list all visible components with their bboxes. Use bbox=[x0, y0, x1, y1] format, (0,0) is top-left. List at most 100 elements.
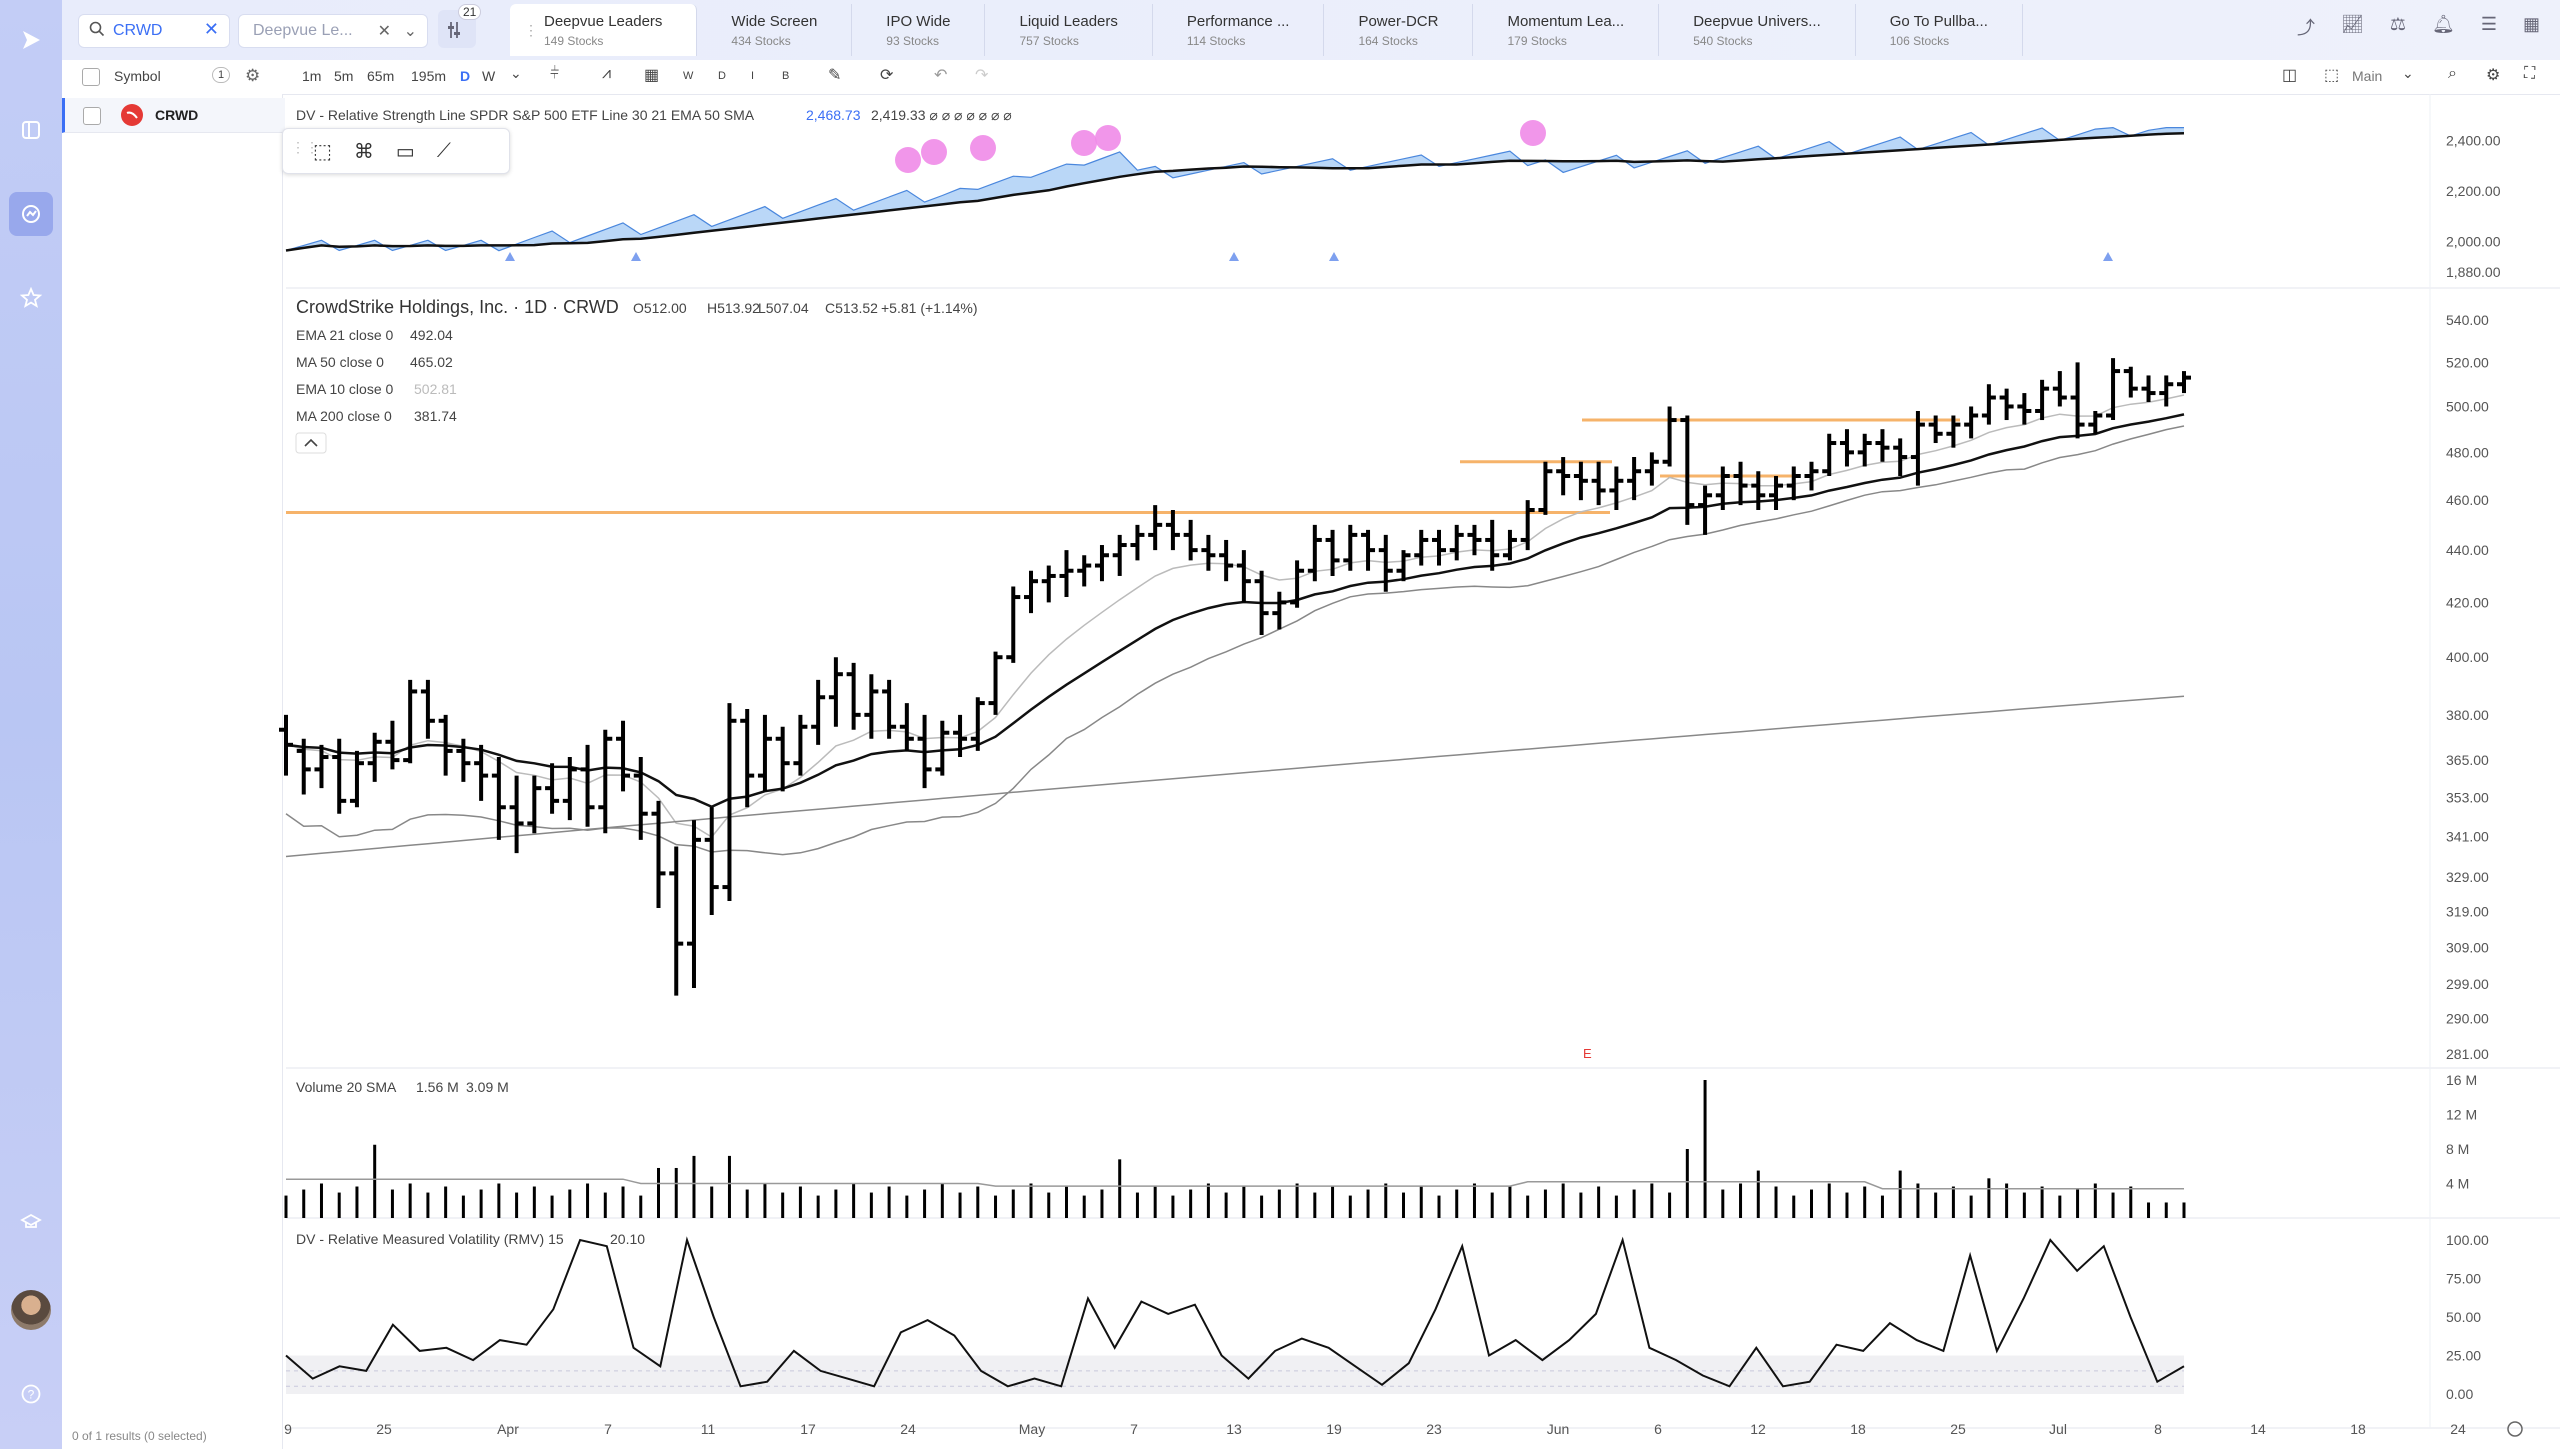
bell-icon[interactable]: 🔔︎ bbox=[2431, 14, 2455, 34]
rs-tick-label: 2,000.00 bbox=[2446, 234, 2501, 250]
rs-line-title: DV - Relative Strength Line SPDR S&P 500… bbox=[296, 107, 755, 123]
tab-stock-count: 540 Stocks bbox=[1693, 33, 1753, 48]
logo-play-icon[interactable] bbox=[9, 18, 53, 62]
undo-icon[interactable]: ↶ bbox=[934, 67, 948, 84]
x-tick-label: 17 bbox=[800, 1421, 816, 1437]
rmv-tick-label: 100.00 bbox=[2446, 1232, 2489, 1248]
rmv-tick-label: 25.00 bbox=[2446, 1348, 2481, 1364]
tab-3[interactable]: Liquid Leaders 757 Stocks bbox=[985, 4, 1153, 56]
collapse-legend-button[interactable] bbox=[295, 432, 327, 454]
tab-2[interactable]: IPO Wide 93 Stocks bbox=[852, 4, 986, 56]
x-tick-label: May bbox=[1019, 1421, 1045, 1437]
compare-icon[interactable]: ⚖︎ bbox=[2389, 14, 2406, 34]
layout-chevron-down-icon[interactable]: ⌄ bbox=[2402, 65, 2414, 81]
timeframe-195m[interactable]: 195m bbox=[411, 68, 447, 84]
layout-icon[interactable]: ◫ bbox=[2282, 67, 2298, 84]
indicator-legend-label: MA 200 close 0 bbox=[296, 408, 392, 424]
price-tick-label: 520.00 bbox=[2446, 354, 2489, 370]
x-tick-label: 19 bbox=[1326, 1421, 1342, 1437]
chart-type-icon[interactable]: ⩘ bbox=[602, 65, 612, 82]
symbol-row[interactable]: CRWD bbox=[62, 98, 285, 133]
rmv-tick-label: 75.00 bbox=[2446, 1271, 2481, 1287]
rectangle-tool-icon[interactable]: ⬚ bbox=[313, 140, 332, 163]
settings-gear-icon[interactable]: ⚙ bbox=[2486, 67, 2501, 84]
tab-5[interactable]: Power-DCR 164 Stocks bbox=[1324, 4, 1474, 56]
grid-view-icon[interactable]: ▦ bbox=[2522, 14, 2540, 34]
star-icon[interactable] bbox=[9, 276, 53, 320]
list-view-icon[interactable]: ☰ bbox=[2480, 14, 2497, 34]
indicators-icon[interactable]: ⫩ bbox=[550, 65, 560, 82]
x-tick-label: Jul bbox=[2049, 1421, 2067, 1437]
clear-search-icon[interactable]: ✕ bbox=[203, 19, 219, 39]
graduation-cap-icon[interactable] bbox=[9, 1200, 53, 1244]
timeframe-65m[interactable]: 65m bbox=[367, 68, 395, 84]
rmv-tick-label: 50.00 bbox=[2446, 1309, 2481, 1325]
drag-handle-icon[interactable]: ⋮⋮ bbox=[291, 139, 319, 155]
mini-tab-w[interactable]: W bbox=[683, 70, 694, 82]
rs-new-high-dot bbox=[1071, 130, 1097, 156]
mini-tab-b[interactable]: B bbox=[782, 70, 790, 82]
axis-settings-gear-icon[interactable] bbox=[2507, 1421, 2523, 1437]
timeframe-1m[interactable]: 1m bbox=[302, 68, 322, 84]
timeframe-daily[interactable]: D bbox=[460, 68, 471, 84]
share-icon[interactable]: ⤴ bbox=[2296, 18, 2315, 38]
tab-title: Performance ... bbox=[1186, 12, 1290, 30]
list-settings-gear-icon[interactable]: ⚙ bbox=[245, 66, 261, 85]
open-value: O512.00 bbox=[633, 300, 687, 316]
watchlist-select[interactable]: Deepvue Le... ✕ ⌄ bbox=[238, 14, 428, 48]
tab-1[interactable]: Wide Screen 434 Stocks bbox=[697, 4, 853, 56]
tab-title: Wide Screen bbox=[731, 12, 818, 30]
ema-21-line bbox=[285, 413, 2185, 809]
layout-name[interactable]: Main bbox=[2352, 68, 2383, 84]
dashboard-icon[interactable] bbox=[9, 108, 53, 152]
rs-marker-triangle bbox=[505, 252, 515, 261]
refresh-icon[interactable]: ⟳ bbox=[880, 67, 894, 84]
volume-sma-line bbox=[286, 1178, 2184, 1190]
tab-0[interactable]: ⋮ Deepvue Leaders 149 Stocks bbox=[510, 4, 698, 56]
help-icon[interactable]: ? bbox=[9, 1372, 53, 1416]
trendline-tool-icon[interactable]: ⟋ bbox=[436, 139, 451, 162]
tab-title: Liquid Leaders bbox=[1019, 12, 1118, 30]
tab-title: IPO Wide bbox=[886, 12, 951, 30]
comment-tool-icon[interactable]: ▭ bbox=[395, 140, 415, 163]
save-layout-icon[interactable]: ⬚ bbox=[2324, 67, 2340, 84]
x-tick-label: 18 bbox=[1850, 1421, 1866, 1437]
charts-icon[interactable] bbox=[9, 192, 53, 236]
mini-tab-i[interactable]: I bbox=[751, 70, 755, 82]
rmv-line bbox=[285, 1236, 2185, 1388]
tab-6[interactable]: Momentum Lea... 179 Stocks bbox=[1473, 4, 1660, 56]
chevron-down-icon[interactable]: ⌄ bbox=[403, 23, 417, 40]
user-avatar[interactable] bbox=[11, 1290, 51, 1330]
tab-stock-count: 106 Stocks bbox=[1889, 33, 1950, 48]
rmv-title: DV - Relative Measured Volatility (RMV) … bbox=[296, 1231, 564, 1247]
tab-7[interactable]: Deepvue Univers... 540 Stocks bbox=[1659, 4, 1856, 56]
line-chart-icon[interactable]: 📈︎ bbox=[2340, 14, 2364, 34]
zoom-icon[interactable]: ⌕ bbox=[2448, 65, 2457, 82]
change-value: +5.81 (+1.14%) bbox=[881, 300, 978, 316]
fullscreen-icon[interactable]: ⛶ bbox=[2524, 65, 2536, 82]
filter-button[interactable]: 21 bbox=[438, 4, 482, 48]
tab-8[interactable]: Go To Pullba... 106 Stocks bbox=[1856, 4, 2023, 56]
timeframe-weekly[interactable]: W bbox=[482, 68, 496, 84]
symbol-count-badge: 1 bbox=[212, 67, 231, 83]
draw-pen-icon[interactable]: ✎ bbox=[828, 67, 842, 84]
search-icon bbox=[89, 21, 105, 42]
symbol-search-input[interactable]: CRWD ✕ bbox=[78, 14, 230, 48]
timeframe-5m[interactable]: 5m bbox=[334, 68, 354, 84]
candles-tool-icon[interactable]: ⌘ bbox=[353, 140, 374, 163]
select-all-checkbox[interactable] bbox=[82, 68, 100, 86]
layout-grid-icon[interactable]: ▦ bbox=[644, 67, 660, 84]
tab-drag-handle-icon[interactable]: ⋮ bbox=[524, 22, 538, 38]
price-tick-label: 299.00 bbox=[2446, 976, 2489, 992]
tab-4[interactable]: Performance ... 114 Stocks bbox=[1153, 4, 1325, 56]
tab-title: Go To Pullba... bbox=[1889, 12, 1988, 30]
rs-sma-value: 2,419.33 ⌀ ⌀ ⌀ ⌀ ⌀ ⌀ ⌀ bbox=[871, 107, 1012, 123]
mini-tab-d[interactable]: D bbox=[718, 70, 726, 82]
timeframe-chevron-down-icon[interactable]: ⌄ bbox=[510, 65, 522, 81]
symbol-ticker: CRWD bbox=[155, 107, 199, 123]
symbol-row-checkbox[interactable] bbox=[83, 107, 101, 125]
clear-watchlist-icon[interactable]: ✕ bbox=[377, 23, 391, 40]
redo-icon[interactable]: ↷ bbox=[975, 67, 989, 84]
